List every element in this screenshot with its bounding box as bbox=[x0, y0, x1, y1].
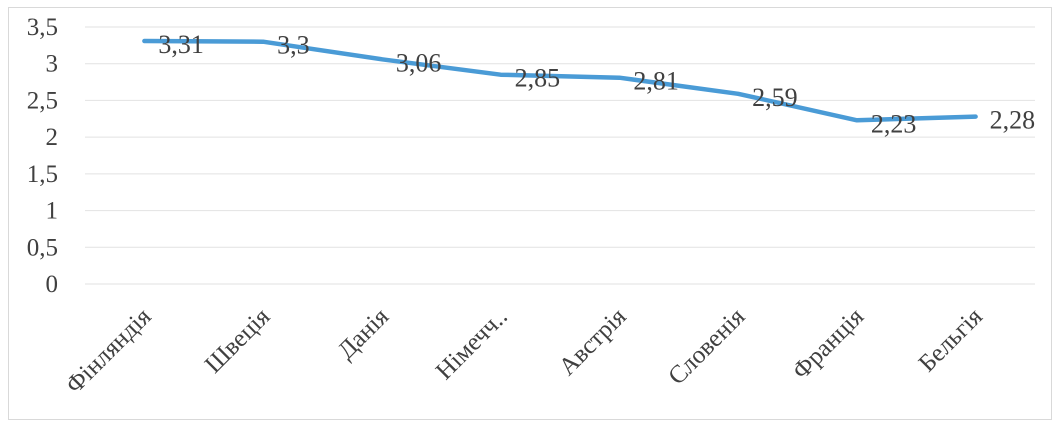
series-lines bbox=[142, 38, 978, 123]
data-label: 3,06 bbox=[396, 48, 442, 77]
y-tick-label: 1,5 bbox=[27, 161, 58, 188]
x-axis-tick-labels: Фінляндія Швеція Данія Німечч.. Австрія Слове… bbox=[61, 303, 988, 399]
x-tick-label: Німечч.. bbox=[431, 303, 513, 385]
y-tick-label: 3,5 bbox=[27, 14, 58, 41]
x-tick-label: Фінляндія bbox=[61, 303, 157, 399]
data-label: 2,59 bbox=[752, 83, 798, 112]
y-tick-label: 3 bbox=[46, 51, 59, 78]
data-label: 2,23 bbox=[871, 109, 917, 138]
y-tick-label: 0 bbox=[46, 271, 59, 298]
x-tick-label: Австрія bbox=[554, 303, 632, 381]
x-tick-label: Словенія bbox=[663, 303, 750, 390]
y-tick-label: 0,5 bbox=[27, 234, 58, 261]
x-tick-label: Данія bbox=[333, 303, 395, 365]
data-label: 2,85 bbox=[515, 64, 561, 93]
y-axis-tick-labels: 0 0,5 1 1,5 2 2,5 3 3,5 bbox=[27, 14, 58, 298]
data-label: 2,81 bbox=[633, 67, 679, 96]
gridlines bbox=[85, 26, 1035, 285]
data-label: 3,31 bbox=[158, 30, 204, 59]
x-tick-label: Франція bbox=[787, 303, 869, 385]
x-tick-label: Бельгія bbox=[914, 303, 989, 378]
series-line bbox=[142, 38, 978, 123]
data-label: 3,3 bbox=[277, 31, 310, 60]
data-label: 2,28 bbox=[990, 106, 1036, 135]
y-tick-label: 2,5 bbox=[27, 87, 58, 114]
y-tick-label: 1 bbox=[46, 198, 59, 225]
x-tick-label: Швеція bbox=[200, 303, 276, 379]
data-labels: 3,31 3,3 3,06 2,85 2,81 2,59 2,23 2,28 bbox=[158, 30, 1035, 138]
y-tick-label: 2 bbox=[46, 124, 59, 151]
